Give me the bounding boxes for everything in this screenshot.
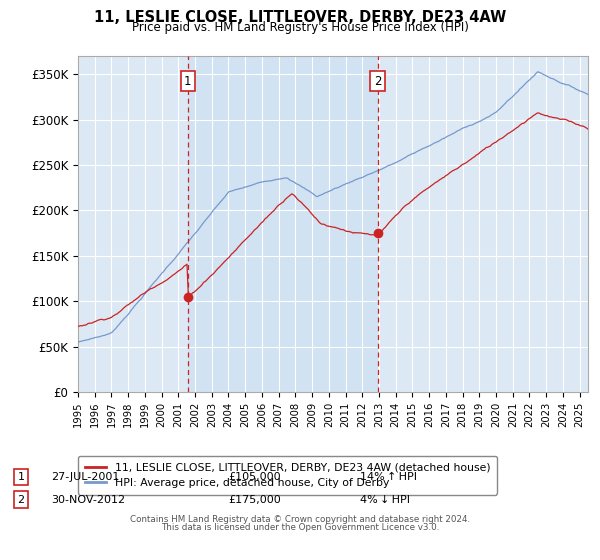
Text: This data is licensed under the Open Government Licence v3.0.: This data is licensed under the Open Gov… bbox=[161, 523, 439, 532]
Text: 1: 1 bbox=[184, 74, 191, 88]
Text: 14% ↑ HPI: 14% ↑ HPI bbox=[360, 472, 417, 482]
Text: 2: 2 bbox=[17, 494, 25, 505]
Text: £175,000: £175,000 bbox=[228, 494, 281, 505]
Text: 27-JUL-2001: 27-JUL-2001 bbox=[51, 472, 119, 482]
Legend: 11, LESLIE CLOSE, LITTLEOVER, DERBY, DE23 4AW (detached house), HPI: Average pri: 11, LESLIE CLOSE, LITTLEOVER, DERBY, DE2… bbox=[79, 456, 497, 494]
Text: 1: 1 bbox=[17, 472, 25, 482]
Text: 4% ↓ HPI: 4% ↓ HPI bbox=[360, 494, 410, 505]
Text: £105,000: £105,000 bbox=[228, 472, 281, 482]
Text: 30-NOV-2012: 30-NOV-2012 bbox=[51, 494, 125, 505]
Bar bbox=[188, 56, 377, 392]
Text: Contains HM Land Registry data © Crown copyright and database right 2024.: Contains HM Land Registry data © Crown c… bbox=[130, 515, 470, 524]
Text: 11, LESLIE CLOSE, LITTLEOVER, DERBY, DE23 4AW: 11, LESLIE CLOSE, LITTLEOVER, DERBY, DE2… bbox=[94, 10, 506, 25]
Text: Price paid vs. HM Land Registry's House Price Index (HPI): Price paid vs. HM Land Registry's House … bbox=[131, 21, 469, 34]
Text: 2: 2 bbox=[374, 74, 382, 88]
